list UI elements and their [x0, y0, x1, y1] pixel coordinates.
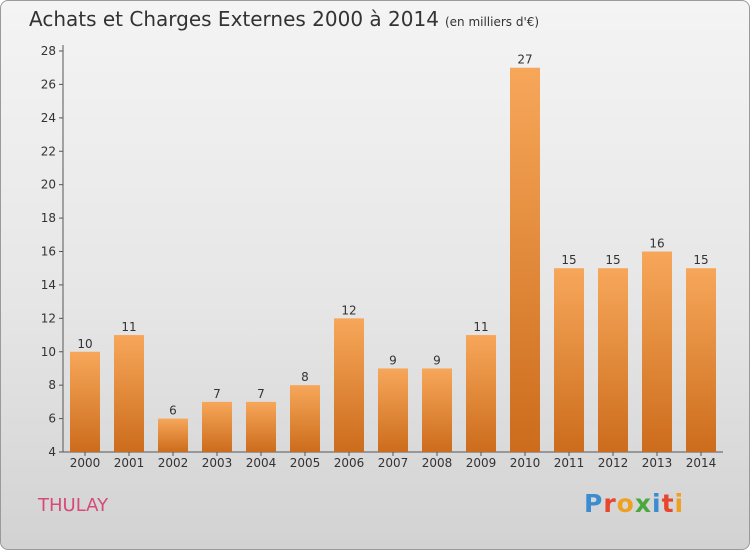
logo-letter: o	[616, 489, 635, 518]
logo-letter: i	[652, 489, 662, 518]
bar	[202, 401, 232, 452]
bar	[422, 368, 452, 452]
value-label: 9	[433, 353, 441, 367]
value-label: 7	[257, 387, 265, 401]
value-label: 15	[561, 253, 576, 267]
value-label: 27	[517, 53, 532, 67]
x-tick-label: 2009	[466, 456, 497, 470]
bar	[246, 401, 276, 452]
y-tick-label: 28	[41, 44, 56, 58]
y-tick-label: 26	[41, 77, 56, 91]
value-label: 6	[169, 404, 177, 418]
y-tick-label: 10	[41, 345, 56, 359]
bar	[158, 418, 188, 452]
value-label: 10	[77, 337, 92, 351]
y-tick-label: 18	[41, 211, 56, 225]
bar	[642, 251, 672, 452]
x-tick-label: 2010	[510, 456, 541, 470]
value-label: 8	[301, 370, 309, 384]
bar	[598, 268, 628, 452]
bar	[686, 268, 716, 452]
logo-letter: r	[603, 489, 617, 518]
value-label: 15	[693, 253, 708, 267]
x-tick-label: 2013	[642, 456, 673, 470]
chart-subtitle: (en milliers d'€)	[444, 15, 540, 29]
y-tick-label: 20	[41, 178, 56, 192]
bar	[466, 335, 496, 452]
bar	[554, 268, 584, 452]
x-tick-label: 2008	[422, 456, 453, 470]
axes: 4 6 8 10 12 14 16 18 20 22 24 26 28 2000 2001 2002 2003 2…	[41, 44, 723, 470]
x-tick-label: 2002	[158, 456, 189, 470]
logo-letter: i	[674, 489, 685, 518]
commune-name: THULAY	[38, 495, 109, 516]
bar	[290, 385, 320, 452]
x-tick-label: 2003	[202, 456, 233, 470]
y-tick-label: 14	[41, 278, 56, 292]
bar-chart: 4 6 8 10 12 14 16 18 20 22 24 26 28 2000 2001 2002 2003 2…	[41, 44, 723, 470]
value-label: 11	[121, 320, 136, 334]
x-tick-label: 2012	[598, 456, 629, 470]
y-tick-label: 24	[41, 111, 56, 125]
bars	[70, 67, 716, 452]
y-tick-label: 22	[41, 144, 56, 158]
x-tick-label: 2011	[554, 456, 585, 470]
value-label: 12	[341, 303, 356, 317]
x-tick-label: 2006	[334, 456, 365, 470]
logo-letter: P	[584, 489, 604, 518]
x-tick-label: 2001	[114, 456, 145, 470]
x-tick-label: 2014	[686, 456, 717, 470]
y-tick-label: 16	[41, 245, 56, 259]
y-tick-label: 12	[41, 311, 56, 325]
value-labels: 10 11 6 7 7 8 12 9 9 11 27 15 15 16 15	[77, 53, 708, 418]
value-label: 15	[605, 253, 620, 267]
y-tick-label: 4	[48, 445, 56, 459]
chart-title: Achats et Charges Externes 2000 à 2014 (e…	[29, 7, 539, 31]
value-label: 7	[213, 387, 221, 401]
bar	[334, 318, 364, 452]
bar	[114, 335, 144, 452]
x-tick-label: 2007	[378, 456, 409, 470]
bar	[70, 351, 100, 452]
value-label: 9	[389, 353, 397, 367]
value-label: 16	[649, 237, 664, 251]
bar	[510, 67, 540, 452]
x-tick-label: 2004	[246, 456, 277, 470]
y-tick-label: 6	[48, 412, 56, 426]
value-label: 11	[473, 320, 488, 334]
bar	[378, 368, 408, 452]
logo-letter: x	[634, 489, 652, 518]
y-tick-label: 8	[48, 378, 56, 392]
x-tick-label: 2000	[70, 456, 101, 470]
logo-letter: t	[661, 489, 675, 518]
title-text: Achats et Charges Externes 2000 à 2014	[29, 7, 439, 31]
x-tick-label: 2005	[290, 456, 321, 470]
proxiti-logo[interactable]: Proxiti	[584, 489, 684, 518]
